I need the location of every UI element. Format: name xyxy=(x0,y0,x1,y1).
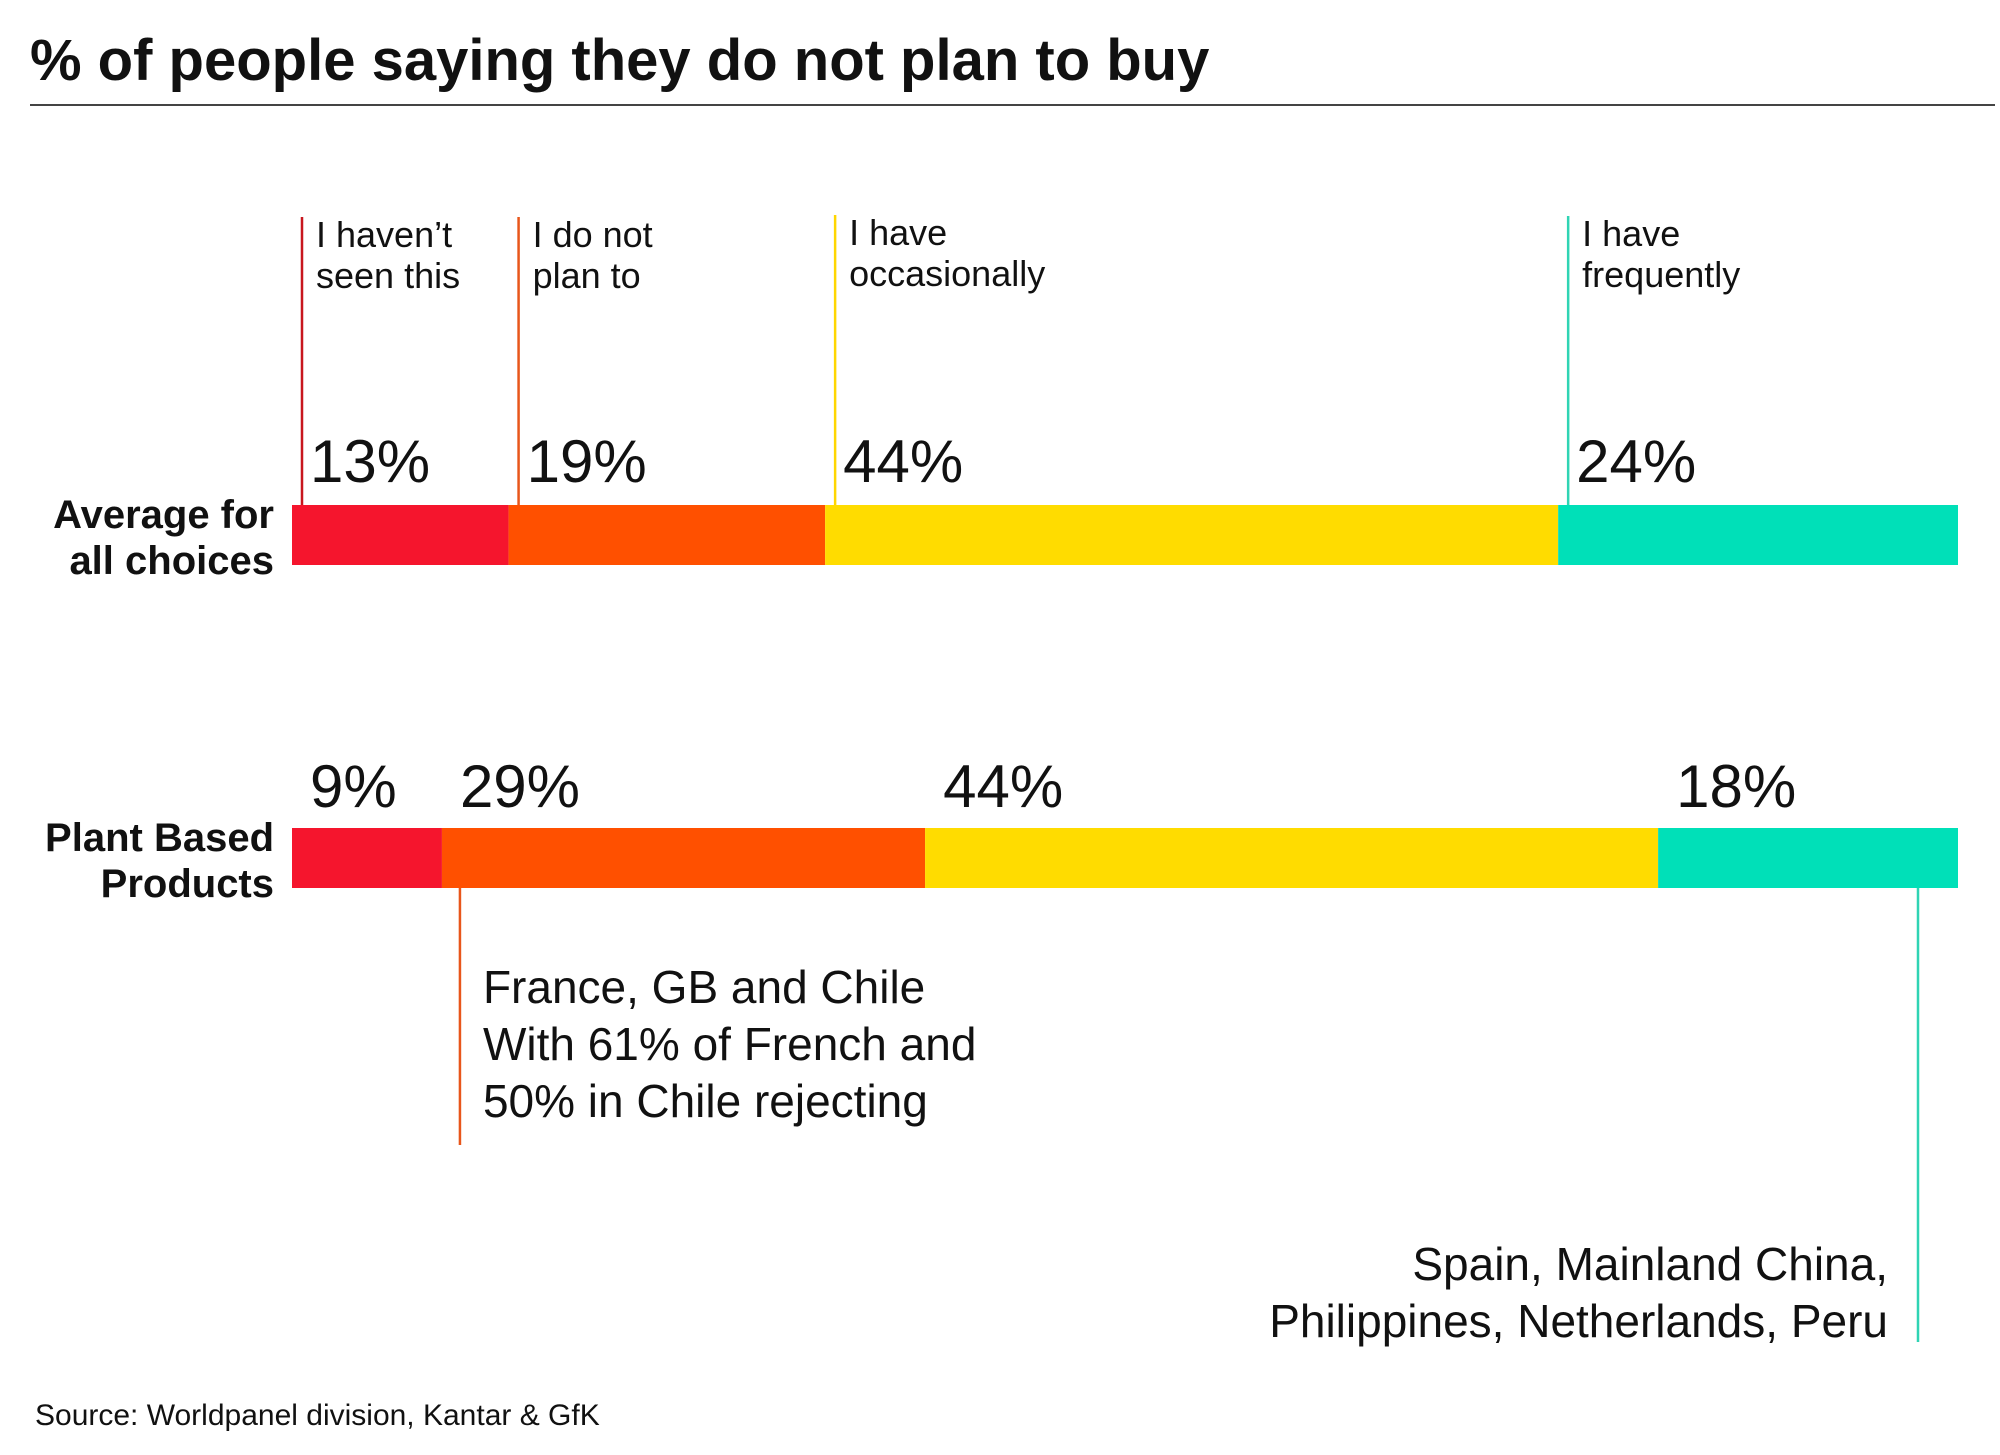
annotation-text: France, GB and Chile xyxy=(483,961,925,1013)
row-label: all choices xyxy=(69,539,274,583)
chart-title: % of people saying they do not plan to b… xyxy=(30,28,1209,93)
legend-label: I have xyxy=(1582,213,1680,254)
legend-label: I do not xyxy=(533,214,653,255)
bar-segment xyxy=(825,505,1559,565)
source-note: Source: Worldpanel division, Kantar & Gf… xyxy=(35,1399,600,1432)
bar-segment xyxy=(925,828,1659,888)
annotation-text: Philippines, Netherlands, Peru xyxy=(1269,1295,1888,1347)
data-label: 18% xyxy=(1676,753,1796,820)
bar-segment xyxy=(441,828,926,888)
row-label: Products xyxy=(101,862,274,906)
bar-segment xyxy=(292,505,509,565)
bar-segment xyxy=(292,828,442,888)
legend-label: seen this xyxy=(316,255,460,296)
data-label: 24% xyxy=(1576,428,1696,495)
data-label: 9% xyxy=(310,753,397,820)
bar-segment xyxy=(1558,505,1958,565)
annotation-text: 50% in Chile rejecting xyxy=(483,1075,928,1127)
data-label: 29% xyxy=(460,753,580,820)
data-label: 19% xyxy=(527,428,647,495)
annotation-text: With 61% of French and xyxy=(483,1018,976,1070)
data-label: 44% xyxy=(843,428,963,495)
legend-label: I haven’t xyxy=(316,214,452,255)
row-label: Plant Based xyxy=(45,816,274,860)
data-label: 44% xyxy=(943,753,1063,820)
row-label: Average for xyxy=(53,493,274,537)
legend-label: frequently xyxy=(1582,254,1740,295)
legend-label: plan to xyxy=(533,255,641,296)
legend-label: occasionally xyxy=(849,253,1045,294)
bar-segment xyxy=(508,505,826,565)
data-label: 13% xyxy=(310,428,430,495)
bar-segment xyxy=(1658,828,1958,888)
annotation-text: Spain, Mainland China, xyxy=(1412,1238,1888,1290)
legend-label: I have xyxy=(849,212,947,253)
